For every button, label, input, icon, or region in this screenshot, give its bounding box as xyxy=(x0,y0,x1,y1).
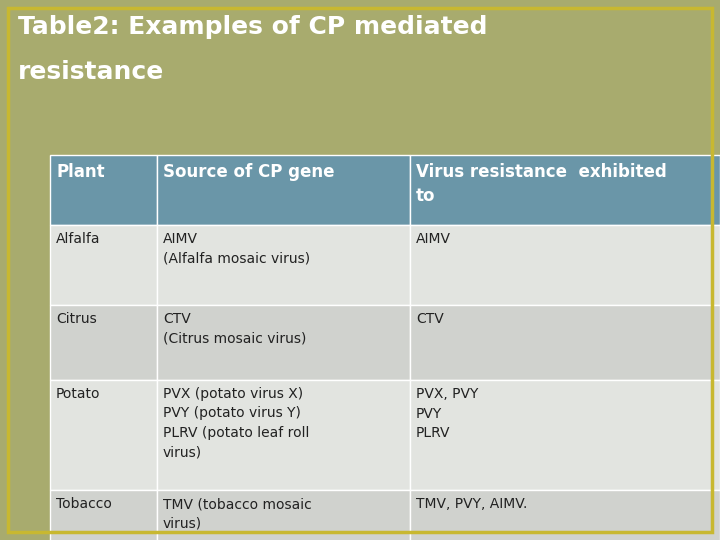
FancyBboxPatch shape xyxy=(410,155,720,225)
Text: PVX (potato virus X)
PVY (potato virus Y)
PLRV (potato leaf roll
virus): PVX (potato virus X) PVY (potato virus Y… xyxy=(163,387,310,460)
Text: Tobacco: Tobacco xyxy=(56,497,112,511)
Text: Table2: Examples of CP mediated: Table2: Examples of CP mediated xyxy=(18,15,487,39)
Text: Alfalfa: Alfalfa xyxy=(56,232,101,246)
FancyBboxPatch shape xyxy=(410,380,720,490)
Text: CTV
(Citrus mosaic virus): CTV (Citrus mosaic virus) xyxy=(163,312,307,346)
Text: Plant: Plant xyxy=(56,163,104,181)
FancyBboxPatch shape xyxy=(410,490,720,540)
Text: Citrus: Citrus xyxy=(56,312,96,326)
FancyBboxPatch shape xyxy=(157,380,410,490)
FancyBboxPatch shape xyxy=(50,225,157,305)
Text: TMV (tobacco mosaic
virus): TMV (tobacco mosaic virus) xyxy=(163,497,312,530)
Text: PVX, PVY
PVY
PLRV: PVX, PVY PVY PLRV xyxy=(416,387,478,440)
Text: AIMV
(Alfalfa mosaic virus): AIMV (Alfalfa mosaic virus) xyxy=(163,232,310,266)
Text: CTV: CTV xyxy=(416,312,444,326)
Text: Virus resistance  exhibited
to: Virus resistance exhibited to xyxy=(416,163,667,205)
FancyBboxPatch shape xyxy=(410,225,720,305)
Text: TMV, PVY, AIMV.: TMV, PVY, AIMV. xyxy=(416,497,527,511)
FancyBboxPatch shape xyxy=(50,305,157,380)
FancyBboxPatch shape xyxy=(410,305,720,380)
Text: Source of CP gene: Source of CP gene xyxy=(163,163,335,181)
FancyBboxPatch shape xyxy=(50,490,157,540)
FancyBboxPatch shape xyxy=(157,305,410,380)
Text: AIMV: AIMV xyxy=(416,232,451,246)
FancyBboxPatch shape xyxy=(157,155,410,225)
Text: resistance: resistance xyxy=(18,60,164,84)
Text: Potato: Potato xyxy=(56,387,101,401)
FancyBboxPatch shape xyxy=(157,225,410,305)
FancyBboxPatch shape xyxy=(157,490,410,540)
FancyBboxPatch shape xyxy=(50,155,157,225)
FancyBboxPatch shape xyxy=(50,380,157,490)
